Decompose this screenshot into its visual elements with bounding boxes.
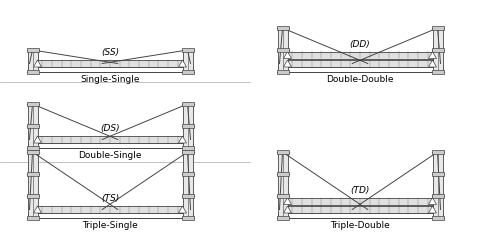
- Bar: [26, 102, 38, 106]
- Bar: [26, 172, 38, 176]
- Bar: [276, 150, 288, 154]
- Polygon shape: [34, 136, 41, 143]
- Bar: [27, 143, 192, 148]
- Polygon shape: [179, 60, 187, 67]
- Text: (DD): (DD): [349, 39, 371, 49]
- Bar: [181, 194, 193, 198]
- Bar: [182, 104, 192, 148]
- Polygon shape: [429, 60, 436, 67]
- Bar: [181, 48, 193, 52]
- Bar: [181, 102, 193, 106]
- Bar: [33, 206, 188, 213]
- Polygon shape: [179, 136, 187, 143]
- Bar: [432, 70, 444, 74]
- Bar: [283, 60, 437, 67]
- Bar: [277, 28, 288, 72]
- Bar: [276, 216, 288, 220]
- Bar: [276, 48, 288, 52]
- Polygon shape: [179, 206, 187, 213]
- Bar: [276, 70, 288, 74]
- Bar: [283, 197, 437, 205]
- Bar: [276, 194, 288, 198]
- Bar: [432, 48, 444, 52]
- Bar: [181, 124, 193, 128]
- Text: (SS): (SS): [101, 48, 119, 57]
- Text: Triple-Single: Triple-Single: [82, 221, 138, 230]
- Bar: [432, 28, 443, 72]
- Bar: [27, 213, 192, 218]
- Bar: [26, 70, 38, 74]
- Bar: [432, 26, 444, 30]
- Text: (TS): (TS): [101, 194, 119, 203]
- Bar: [432, 152, 443, 218]
- Polygon shape: [34, 206, 41, 213]
- Bar: [181, 172, 193, 176]
- Bar: [27, 152, 37, 218]
- Polygon shape: [429, 206, 436, 213]
- Bar: [26, 146, 38, 150]
- Bar: [283, 206, 437, 213]
- Text: Triple-Double: Triple-Double: [330, 221, 390, 230]
- Text: (TD): (TD): [350, 185, 370, 195]
- Bar: [432, 216, 444, 220]
- Bar: [432, 194, 444, 198]
- Text: Double-Double: Double-Double: [326, 75, 394, 84]
- Bar: [432, 150, 444, 154]
- Polygon shape: [34, 60, 41, 67]
- Bar: [26, 194, 38, 198]
- Polygon shape: [429, 51, 436, 59]
- Bar: [27, 104, 37, 148]
- Polygon shape: [284, 197, 291, 205]
- Bar: [26, 48, 38, 52]
- Bar: [33, 136, 188, 143]
- Text: Single-Single: Single-Single: [80, 75, 140, 84]
- Bar: [182, 152, 192, 218]
- Polygon shape: [284, 206, 291, 213]
- Bar: [27, 67, 192, 72]
- Bar: [277, 152, 288, 218]
- Bar: [277, 67, 443, 72]
- Bar: [181, 146, 193, 150]
- Bar: [182, 50, 192, 72]
- Bar: [27, 50, 37, 72]
- Bar: [181, 70, 193, 74]
- Bar: [283, 51, 437, 59]
- Bar: [26, 216, 38, 220]
- Bar: [33, 60, 188, 67]
- Polygon shape: [284, 60, 291, 67]
- Bar: [276, 26, 288, 30]
- Bar: [276, 172, 288, 176]
- Bar: [26, 124, 38, 128]
- Polygon shape: [429, 197, 436, 205]
- Bar: [277, 213, 443, 218]
- Text: Double-Single: Double-Single: [78, 151, 142, 160]
- Bar: [181, 216, 193, 220]
- Polygon shape: [284, 51, 291, 59]
- Bar: [432, 172, 444, 176]
- Bar: [181, 150, 193, 154]
- Bar: [26, 150, 38, 154]
- Text: (DS): (DS): [100, 124, 120, 133]
